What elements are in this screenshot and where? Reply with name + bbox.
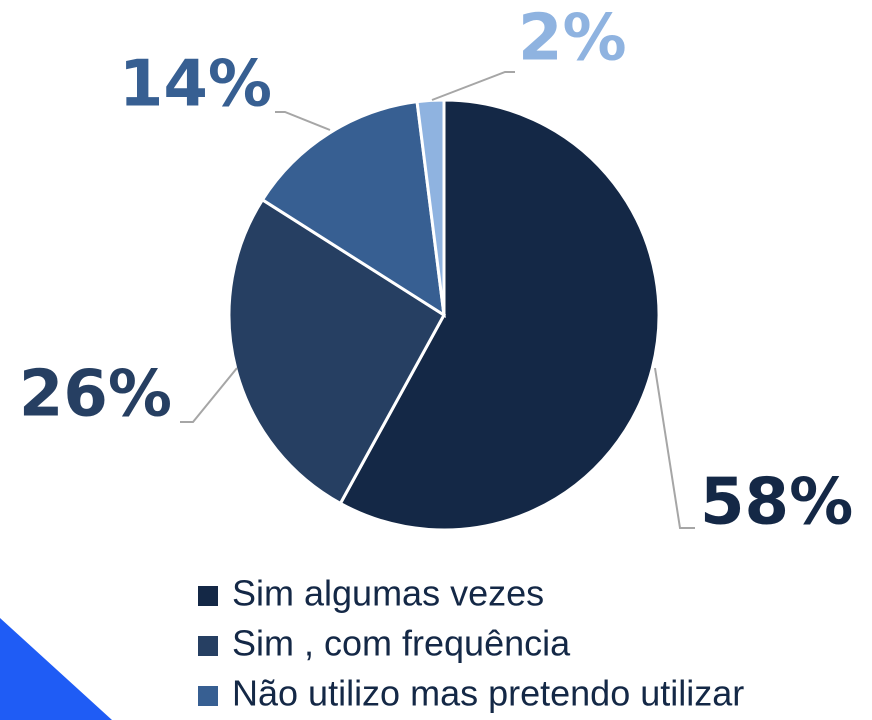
leader-line [180,367,238,423]
corner-decoration [0,618,112,720]
legend-label: Sim , com frequência [232,623,571,664]
data-label: 2% [518,2,627,76]
pie-slice [415,98,446,316]
leader-line [654,367,695,529]
pie-slice [338,98,661,532]
data-label: 14% [119,48,272,122]
pie-slice [260,100,446,318]
data-label: 26% [19,358,172,432]
legend-label: Sim algumas vezes [232,573,544,614]
legend-swatch [198,686,218,706]
legend-label: Não utilizo mas pretendo utilizar [232,673,744,714]
legend-swatch [198,586,218,606]
leader-line [431,71,515,101]
legend-swatch [198,636,218,656]
leader-line [275,111,331,131]
data-label: 58% [700,466,853,540]
